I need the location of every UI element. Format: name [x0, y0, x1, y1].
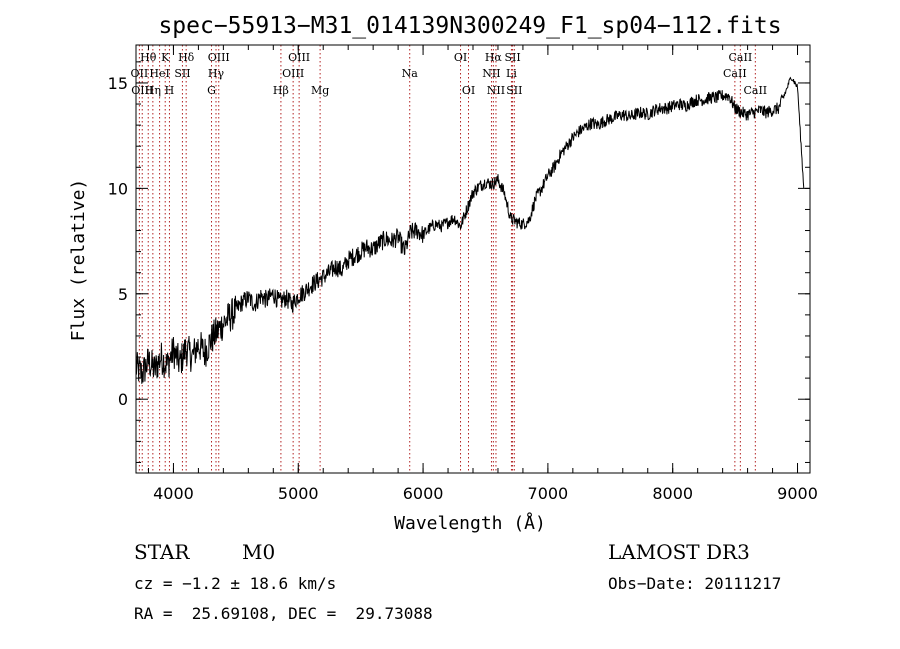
- y-tick-label: 0: [118, 390, 128, 409]
- line-label-5: K: [161, 51, 170, 64]
- y-tick-label: 10: [108, 179, 128, 198]
- ra-dec-coordinates: RA = 25.69108, DEC = 29.73088: [134, 604, 433, 623]
- line-label-13: OIII: [288, 51, 310, 64]
- chart-title: spec−55913−M31_014139N300249_F1_sp04−112…: [158, 13, 781, 39]
- line-label-1: OII: [131, 67, 149, 80]
- x-axis-label: Wavelength (Å): [394, 512, 546, 534]
- line-label-2: OIII: [131, 84, 153, 97]
- y-tick-label: 15: [108, 74, 128, 93]
- line-label-23: Li: [506, 67, 517, 80]
- line-label-21: NII: [487, 84, 505, 97]
- line-label-9: OIII: [208, 51, 230, 64]
- line-label-12: Hβ: [273, 84, 289, 97]
- line-label-17: OI: [454, 51, 467, 64]
- line-label-19: Hα: [485, 51, 503, 64]
- line-label-25: CaII: [729, 51, 753, 64]
- line-label-7: H: [165, 84, 175, 97]
- object-subclass: M0: [242, 540, 276, 564]
- line-label-20: NII: [482, 67, 500, 80]
- line-label-10: Hγ: [208, 67, 225, 80]
- line-label-22: SII: [504, 51, 520, 64]
- line-label-0: Hθ: [140, 51, 157, 64]
- spectral-line-labels: Hθ OII OIII HeI Hη K SII H Hδ OIII Hγ G Hβ OIII OIII Mg…: [131, 51, 768, 97]
- line-label-4: Hη: [145, 84, 161, 97]
- line-label-14: OIII: [282, 67, 304, 80]
- line-label-18: OI: [462, 84, 475, 97]
- x-tick-label: 6000: [403, 484, 444, 503]
- survey-name: LAMOST DR3: [608, 540, 750, 564]
- line-label-16: Na: [402, 67, 419, 80]
- line-label-15: Mg: [311, 84, 329, 97]
- object-class: STAR: [134, 540, 190, 564]
- line-label-24: SII: [506, 84, 522, 97]
- line-label-27: CaII: [743, 84, 767, 97]
- y-axis-ticks: 0 5 10 15: [108, 61, 810, 463]
- y-axis-label: Flux (relative): [68, 179, 89, 342]
- x-tick-label: 9000: [777, 484, 818, 503]
- plot-frame: [135, 44, 811, 474]
- x-tick-label: 4000: [153, 484, 194, 503]
- spectrum-line: [135, 76, 805, 384]
- line-label-26: CaII: [723, 67, 747, 80]
- x-tick-label: 8000: [652, 484, 693, 503]
- x-tick-label: 5000: [278, 484, 319, 503]
- x-axis-ticks: 4000 5000 6000 7000 8000 9000: [147, 45, 818, 503]
- line-label-3: HeI: [149, 67, 169, 80]
- observation-date: Obs−Date: 20111217: [608, 574, 782, 593]
- x-tick-label: 7000: [528, 484, 569, 503]
- redshift-cz: cz = −1.2 ± 18.6 km/s: [134, 574, 337, 593]
- line-label-6: SII: [174, 67, 190, 80]
- spectrum-series: [135, 76, 805, 384]
- spectral-line-markers: [138, 45, 756, 473]
- y-tick-label: 5: [118, 285, 128, 304]
- line-label-8: Hδ: [178, 51, 195, 64]
- line-label-11: G: [207, 84, 216, 97]
